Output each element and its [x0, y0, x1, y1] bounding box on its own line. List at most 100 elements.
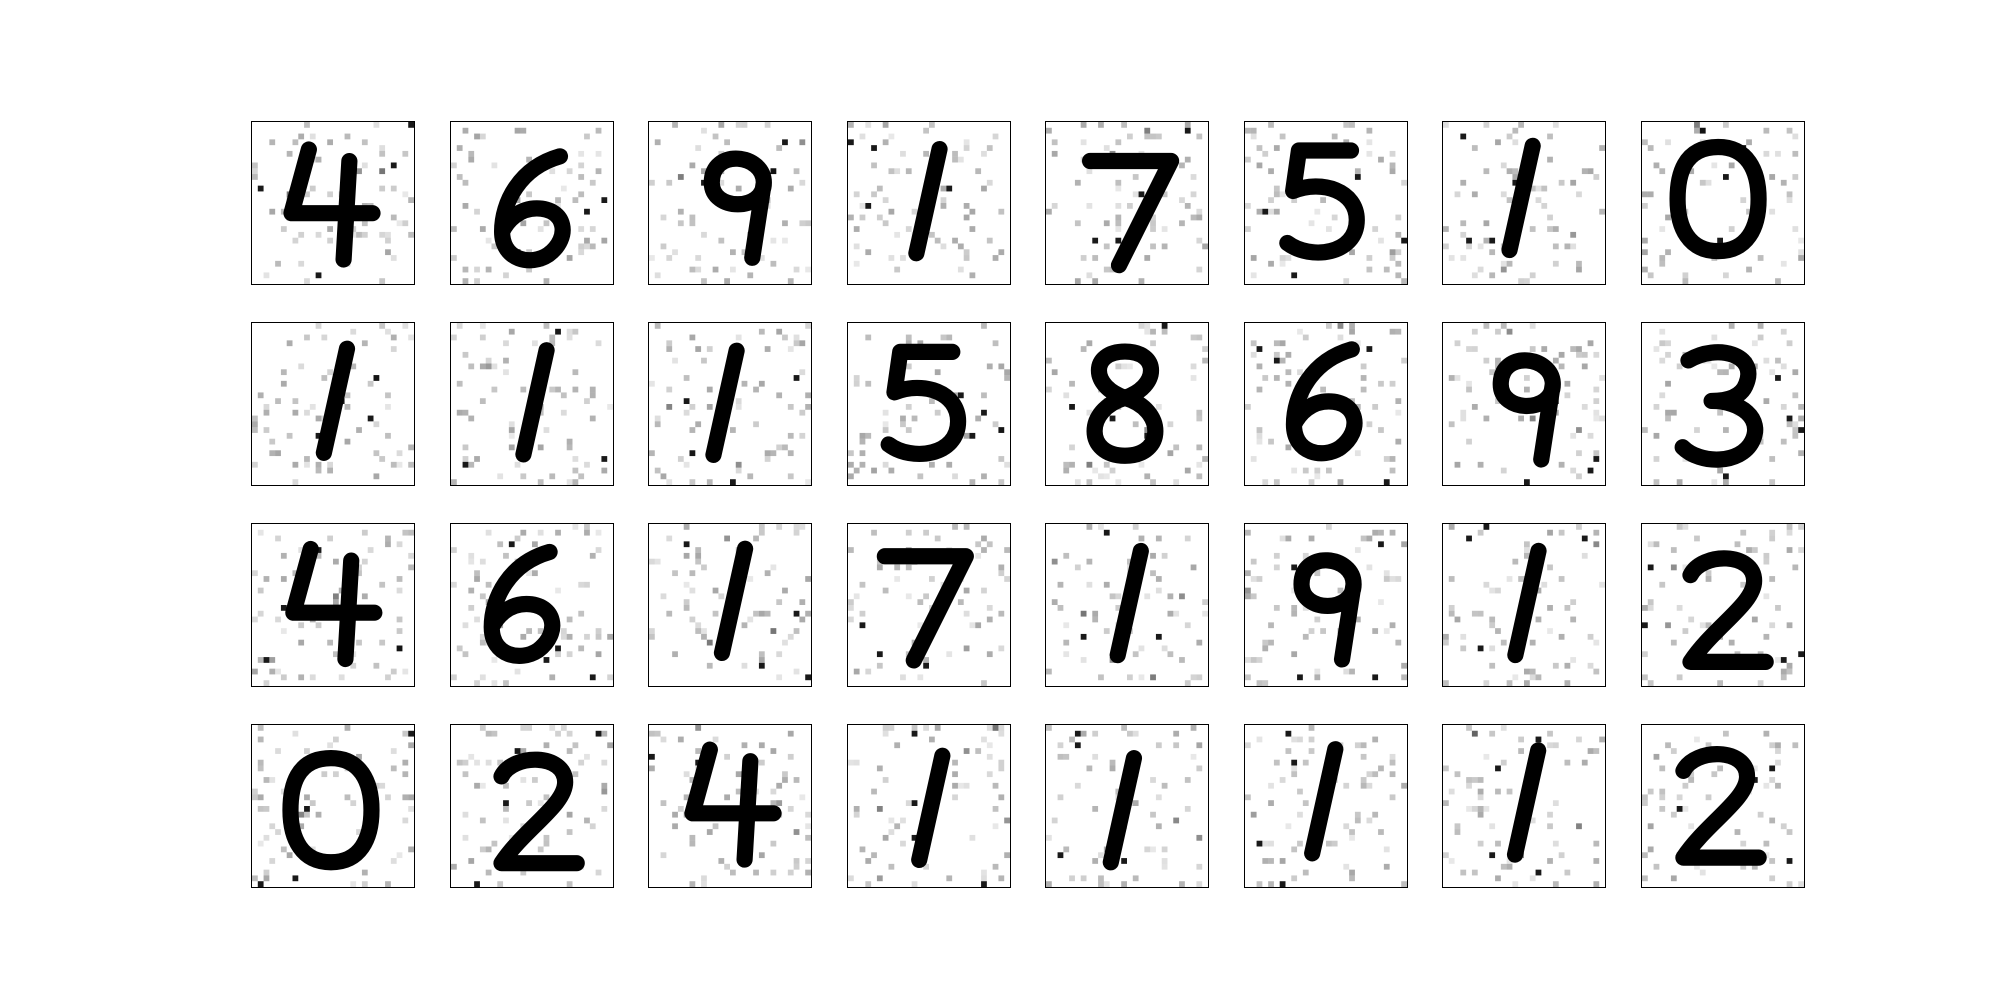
noise-pixel [911, 834, 917, 841]
noise-pixel [595, 730, 601, 737]
noise-pixel [1063, 639, 1070, 646]
noise-pixel [1647, 191, 1654, 198]
noise-pixel [859, 214, 865, 221]
noise-pixel [298, 260, 305, 267]
noise-pixel [606, 674, 613, 681]
noise-pixel [577, 162, 584, 169]
digit-panel [648, 121, 812, 285]
noise-pixel [1477, 243, 1484, 250]
noise-pixel [997, 765, 1004, 772]
noise-pixel [1371, 811, 1378, 818]
noise-pixel [1599, 145, 1605, 151]
noise-pixel [1290, 564, 1297, 571]
noise-pixel [1290, 759, 1297, 766]
noise-pixel [1400, 237, 1407, 244]
noise-pixel [882, 777, 888, 783]
noise-pixel [390, 765, 397, 772]
noise-pixel [859, 432, 865, 439]
noise-pixel [974, 748, 981, 754]
noise-pixel [554, 651, 561, 658]
noise-pixel [787, 806, 794, 812]
digit-image [1244, 524, 1407, 686]
noise-pixel [373, 473, 380, 480]
noise-pixel [1063, 392, 1070, 399]
noise-pixel [390, 461, 397, 468]
noise-pixel [450, 547, 457, 553]
noise-pixel [764, 570, 771, 577]
noise-pixel [309, 800, 316, 806]
noise-pixel [252, 616, 258, 623]
noise-pixel [1115, 203, 1122, 209]
noise-pixel [462, 759, 468, 766]
noise-pixel [1739, 529, 1746, 536]
noise-pixel [1641, 875, 1648, 882]
noise-pixel [776, 674, 783, 681]
noise-pixel [1098, 852, 1104, 859]
noise-pixel [543, 657, 549, 663]
noise-pixel [1454, 375, 1461, 381]
noise-pixel [1722, 369, 1729, 376]
noise-pixel [280, 605, 287, 611]
noise-pixel [974, 168, 981, 175]
noise-pixel [496, 541, 503, 548]
noise-pixel [1728, 162, 1735, 169]
noise-pixel [356, 753, 362, 760]
noise-pixel [450, 334, 457, 341]
noise-pixel [292, 398, 299, 404]
noise-pixel [1739, 840, 1746, 847]
noise-pixel [1797, 524, 1804, 530]
noise-pixel [1558, 179, 1565, 186]
noise-pixel [1448, 788, 1455, 795]
digit-glyph [283, 141, 381, 268]
noise-pixel [1593, 409, 1600, 416]
noise-pixel [583, 524, 590, 530]
noise-pixel [1261, 680, 1268, 686]
noise-pixel [986, 237, 993, 244]
noise-pixel [572, 742, 578, 749]
noise-pixel [1687, 771, 1694, 778]
noise-pixel [649, 633, 655, 640]
digit-stroke [703, 150, 772, 266]
noise-pixel [1653, 346, 1659, 352]
noise-pixel [1716, 409, 1723, 416]
noise-pixel [485, 846, 491, 853]
noise-pixel [1080, 730, 1087, 737]
noise-pixel [847, 122, 854, 128]
noise-pixel [1641, 203, 1648, 209]
noise-pixel [893, 231, 900, 238]
noise-pixel [758, 524, 765, 530]
noise-pixel [1279, 191, 1285, 198]
noise-pixel [951, 759, 958, 766]
noise-pixel [934, 535, 941, 542]
digit-image [1046, 725, 1203, 887]
digit-stroke [1501, 137, 1541, 259]
noise-pixel [882, 587, 888, 594]
noise-pixel [361, 529, 368, 536]
noise-pixel [905, 340, 912, 347]
noise-pixel [1780, 404, 1787, 410]
noise-pixel [1046, 881, 1052, 887]
noise-pixel [695, 255, 702, 261]
digit-stroke [736, 753, 759, 868]
noise-pixel [1506, 680, 1513, 686]
noise-pixel [1576, 260, 1582, 267]
noise-pixel [315, 231, 322, 238]
noise-pixel [1366, 127, 1372, 134]
noise-pixel [758, 529, 765, 536]
noise-pixel [1196, 639, 1203, 646]
noise-pixel [485, 730, 491, 737]
noise-pixel [1716, 369, 1723, 376]
noise-pixel [683, 794, 690, 801]
noise-pixel [969, 432, 975, 439]
noise-pixel [1161, 328, 1168, 335]
noise-pixel [1155, 794, 1162, 801]
noise-pixel [1003, 461, 1010, 468]
noise-pixel [1576, 427, 1582, 433]
noise-pixel [1003, 817, 1010, 824]
noise-pixel [473, 456, 480, 462]
noise-pixel [315, 415, 322, 422]
noise-pixel [1500, 323, 1507, 329]
noise-pixel [928, 398, 935, 404]
noise-pixel [980, 150, 987, 157]
noise-pixel [252, 421, 258, 428]
